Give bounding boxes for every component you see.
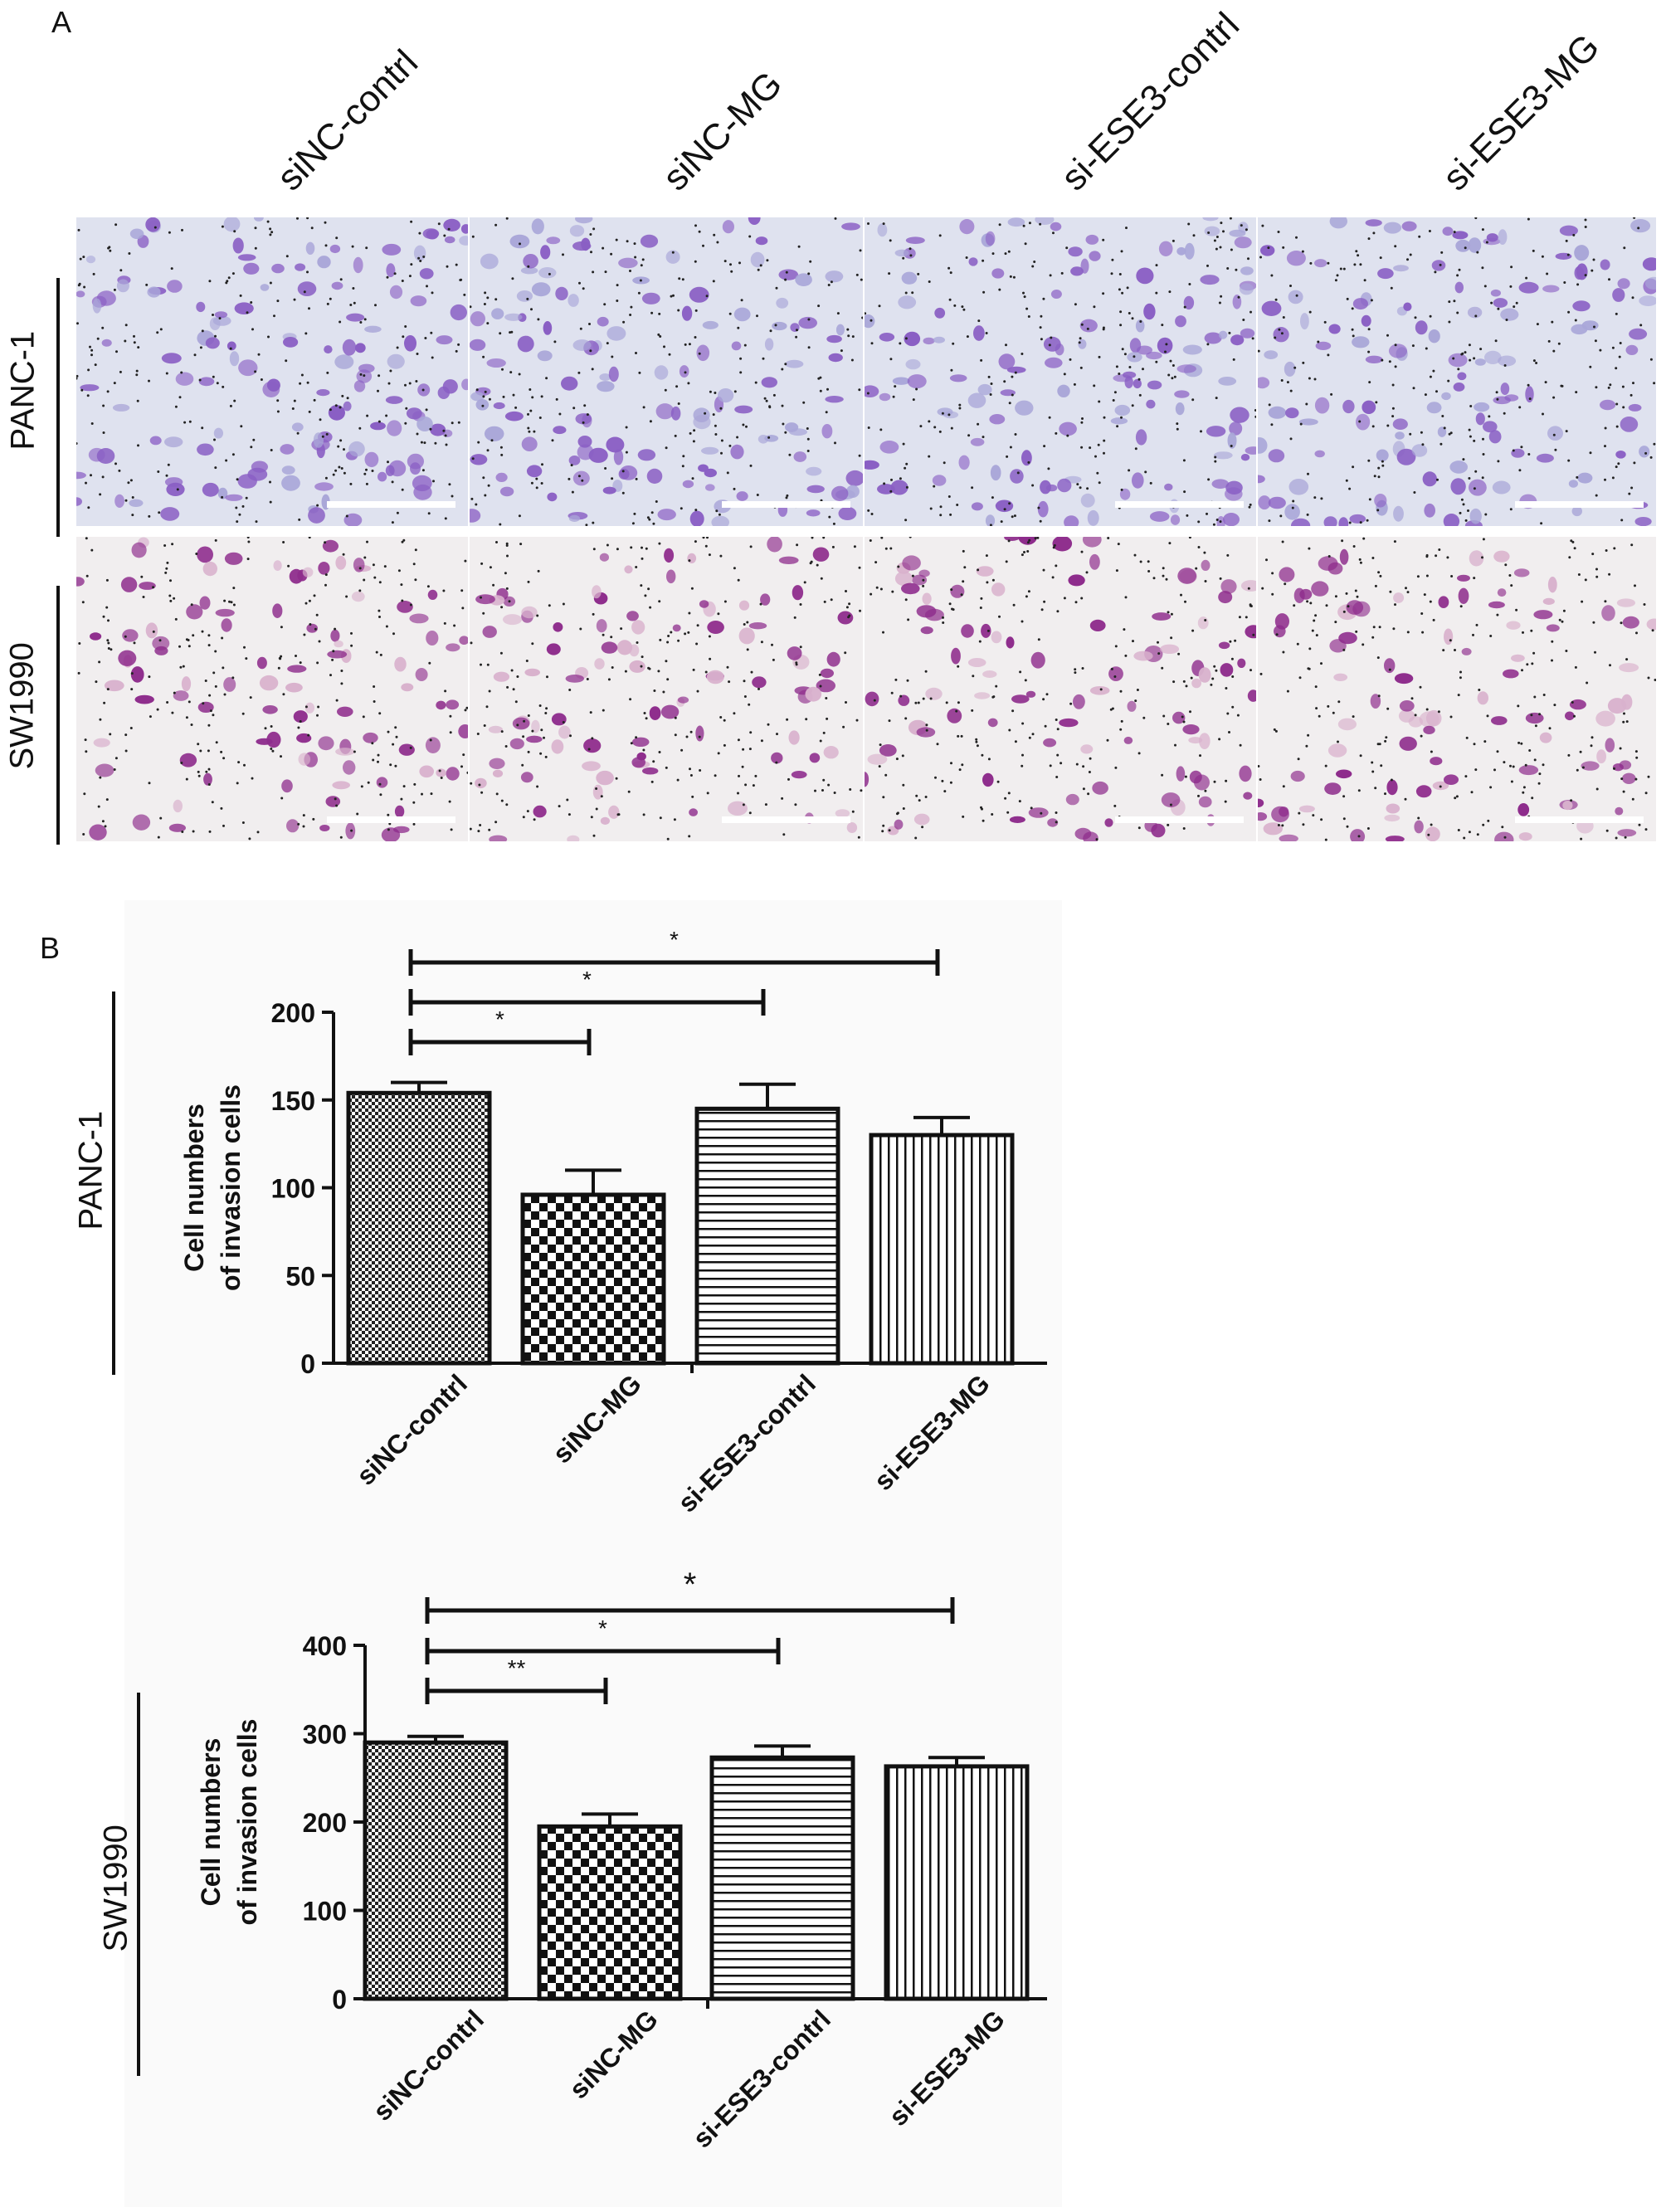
micrograph-sw1990-si-ese3-contrl: [865, 537, 1256, 841]
x-tick-label: siNC-contrl: [368, 2004, 490, 2126]
x-tick-label: siNC-contrl: [351, 1368, 473, 1490]
micrograph-panc1-sinc-contrl: [76, 217, 468, 526]
significance-label: *: [582, 967, 592, 992]
y-tick-label: 100: [271, 1174, 315, 1204]
significance-label: *: [684, 1566, 697, 1603]
significance-label: *: [598, 1615, 607, 1641]
row-bar-sw1990: [56, 586, 60, 845]
y-tick-label: 200: [271, 998, 315, 1028]
scale-bar: [722, 501, 850, 508]
row-bar-chart-panc1: [112, 992, 115, 1375]
bar-si-ese3-contrl: [709, 1755, 855, 2001]
bar-si-ese3-mg: [884, 1764, 1030, 2001]
scale-bar: [722, 816, 850, 823]
micrograph-grid: [76, 217, 1656, 841]
bar-si-ese3-mg: [869, 1133, 1015, 1366]
y-axis-label: of invasion cells: [216, 1084, 246, 1291]
y-axis-label: Cell numbers: [179, 1104, 209, 1272]
scale-bar: [1515, 501, 1644, 508]
y-tick-label: 100: [303, 1897, 347, 1927]
micrograph-sw1990-sinc-mg: [470, 537, 863, 841]
y-tick-label: 200: [303, 1808, 347, 1838]
micrograph-panc1-si-ese3-contrl: [865, 217, 1256, 526]
significance-label: **: [508, 1655, 526, 1681]
micrograph-sw1990-sinc-contrl: [76, 537, 468, 841]
micrograph-sw1990-si-ese3-mg: [1258, 537, 1656, 841]
bar-sinc-contrl: [346, 1090, 492, 1366]
x-tick-label: siNC-MG: [563, 2004, 664, 2104]
row-bar-chart-sw1990: [137, 1693, 140, 2076]
bar-sinc-mg: [537, 1824, 683, 2001]
bar-si-ese3-contrl: [694, 1106, 840, 1366]
y-tick-label: 150: [271, 1086, 315, 1116]
significance-label: *: [495, 1006, 504, 1032]
micrograph-panc1-sinc-mg: [470, 217, 863, 526]
panel-a-letter: A: [51, 5, 72, 39]
y-tick-label: 400: [303, 1631, 347, 1661]
x-tick-label: si-ESE3-MG: [868, 1368, 996, 1496]
row-bar-panc1: [56, 278, 60, 537]
scale-bar: [1115, 816, 1244, 823]
x-tick-label: si-ESE3-contrl: [687, 2004, 836, 2153]
bar-sinc-contrl: [363, 1740, 509, 2001]
y-tick-label: 0: [332, 1985, 347, 2015]
x-tick-label: si-ESE3-MG: [883, 2004, 1011, 2132]
scale-bar: [327, 501, 455, 508]
micrograph-panc1-si-ese3-mg: [1258, 217, 1656, 526]
bar-sinc-mg: [520, 1192, 666, 1366]
y-axis-label: Cell numbers: [196, 1738, 226, 1907]
y-tick-label: 50: [285, 1261, 315, 1291]
scale-bar: [1115, 501, 1244, 508]
x-tick-label: si-ESE3-contrl: [672, 1368, 821, 1518]
scale-bar: [327, 816, 455, 823]
panel-b-letter: B: [40, 931, 61, 965]
y-axis-label: of invasion cells: [232, 1719, 262, 1926]
y-tick-label: 0: [300, 1349, 315, 1379]
y-tick-label: 300: [303, 1720, 347, 1750]
significance-label: *: [670, 927, 679, 953]
scale-bar: [1515, 816, 1644, 823]
x-tick-label: siNC-MG: [547, 1368, 647, 1469]
